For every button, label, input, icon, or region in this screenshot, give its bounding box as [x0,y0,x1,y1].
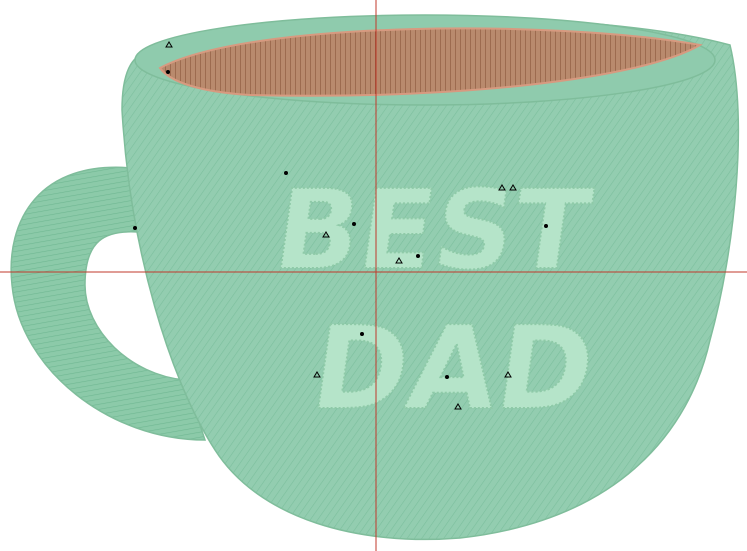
design-text-line2: DAD [304,303,603,436]
design-text-line1: BEST [267,166,598,294]
coffee [158,27,703,97]
mug-handle [10,166,207,441]
stitch-markers [133,41,548,410]
